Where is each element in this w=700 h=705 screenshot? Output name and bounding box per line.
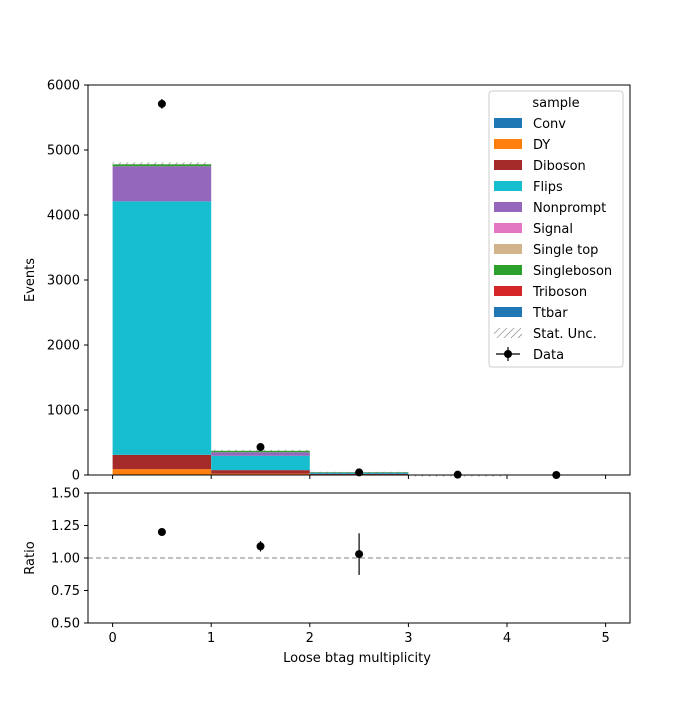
bar-nonprompt [112, 166, 212, 202]
bar-diboson [112, 454, 212, 470]
legend-label: Stat. Unc. [533, 327, 597, 342]
legend-label: Conv [533, 117, 566, 132]
legend-swatch-nonprompt [494, 202, 522, 212]
ratio-panel: 0.50 0.75 1.00 1.25 1.50 0 1 2 3 4 5 Ratio Loose … [23, 487, 631, 666]
bar-nonprompt [211, 452, 310, 456]
x-tick-label: 5 [601, 631, 609, 646]
legend-title: sample [532, 96, 579, 111]
ratio-point [256, 542, 265, 551]
ratio-y-axis: 0.50 0.75 1.00 1.25 1.50 [51, 487, 88, 632]
legend-swatch-triboson [494, 286, 522, 296]
legend-swatch-singleboson [494, 265, 522, 275]
legend-label: Singleboson [533, 264, 612, 279]
ratio-y-tick-label: 1.00 [51, 552, 80, 567]
legend-swatch-signal [494, 223, 522, 233]
main-panel: 0 1000 2000 3000 4000 5000 6000 Events [23, 79, 631, 484]
main-y-axis-label: Events [23, 258, 38, 302]
legend-swatch-ttbar [494, 307, 522, 317]
main-y-axis: 0 1000 2000 3000 4000 5000 6000 [47, 79, 88, 484]
data-point [256, 443, 265, 452]
ratio-y-tick-label: 1.50 [51, 487, 80, 502]
y-tick-label: 4000 [47, 209, 80, 224]
ratio-y-axis-label: Ratio [23, 541, 38, 574]
legend-label: Ttbar [532, 306, 568, 321]
ratio-y-tick-label: 1.25 [51, 519, 80, 534]
legend-label: Data [533, 348, 564, 363]
bar-dy [112, 469, 212, 475]
legend-data-marker [504, 350, 512, 358]
main-bars [112, 162, 507, 477]
stat-unc-band [112, 162, 212, 167]
main-x-ticks [112, 475, 607, 479]
x-tick-label: 0 [108, 631, 116, 646]
bar-flips [211, 455, 310, 471]
data-point [157, 99, 166, 108]
legend-swatch-dy [494, 139, 522, 149]
legend-frame [488, 90, 624, 368]
ratio-y-tick-label: 0.50 [51, 617, 80, 632]
bar-diboson [211, 470, 310, 474]
y-tick-label: 1000 [47, 404, 80, 419]
ratio-point [157, 528, 166, 536]
legend-swatch-diboson [494, 160, 522, 170]
legend-swatch-stat-unc [494, 328, 522, 338]
y-tick-label: 3000 [47, 274, 80, 289]
legend-label: Single top [533, 243, 598, 258]
x-tick-label: 2 [306, 631, 314, 646]
x-axis: 0 1 2 3 4 5 [108, 623, 610, 646]
y-tick-label: 6000 [47, 79, 80, 94]
legend-label: Nonprompt [533, 201, 606, 216]
x-tick-label: 3 [404, 631, 412, 646]
legend-label: Triboson [532, 285, 587, 300]
legend-label: Flips [533, 180, 563, 195]
legend-label: Signal [533, 222, 573, 237]
legend: sample Conv DY Diboson Flips Nonprompt Signal… [488, 90, 624, 368]
x-tick-label: 1 [207, 631, 215, 646]
data-point [355, 468, 364, 477]
x-tick-label: 4 [503, 631, 511, 646]
legend-label: Diboson [533, 159, 586, 174]
y-tick-label: 2000 [47, 339, 80, 354]
legend-swatch-flips [494, 181, 522, 191]
bar-dy [211, 473, 310, 475]
ratio-y-tick-label: 0.75 [51, 584, 80, 599]
ratio-point [355, 550, 364, 559]
x-axis-label: Loose btag multiplicity [283, 651, 431, 666]
y-tick-label: 5000 [47, 144, 80, 159]
legend-swatch-conv [494, 118, 522, 128]
bar-flips [112, 201, 212, 455]
legend-swatch-single-top [494, 244, 522, 254]
legend-label: DY [533, 138, 550, 153]
legend-items: Conv DY Diboson Flips Nonprompt Signal Single … [494, 117, 612, 363]
ratio-data-points [157, 528, 364, 575]
y-tick-label: 0 [72, 469, 80, 484]
